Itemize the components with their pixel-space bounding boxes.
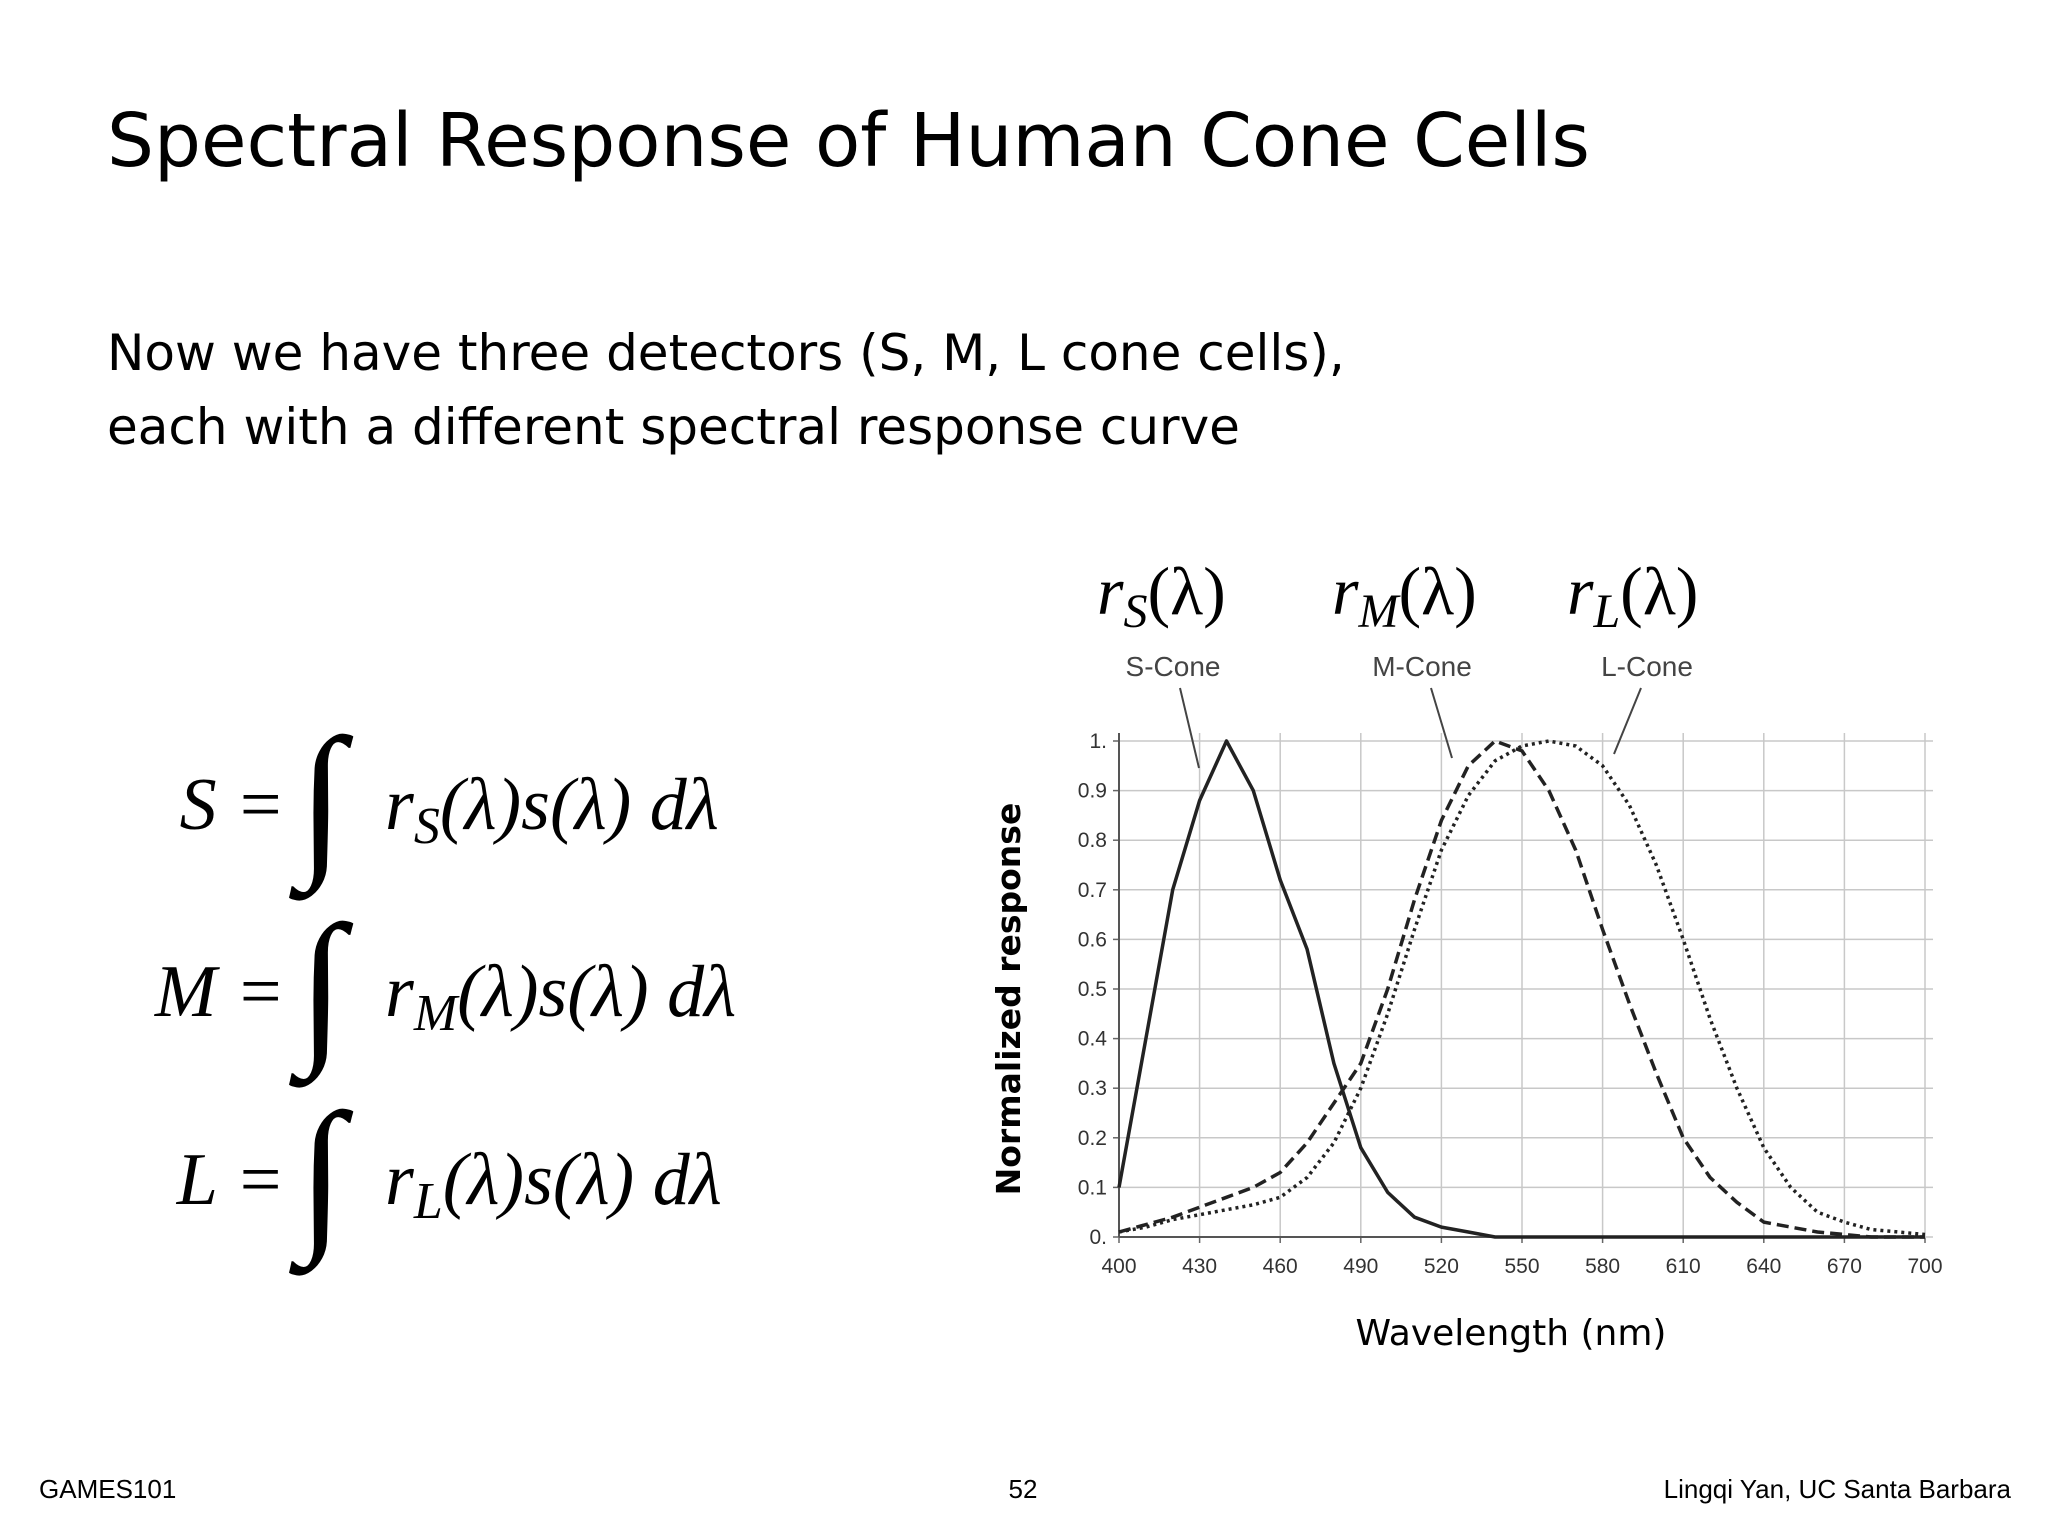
x-tick-label: 580: [1585, 1255, 1620, 1278]
x-tick-label: 400: [1101, 1255, 1136, 1278]
integral-sign: ∫: [288, 704, 354, 901]
x-tick-label: 700: [1907, 1255, 1942, 1278]
y-tick-label: 0.: [1089, 1226, 1107, 1249]
subscript: L: [413, 1173, 443, 1230]
equation-lhs: S =: [180, 764, 285, 846]
y-axis-label: Normalized response: [989, 803, 1028, 1196]
x-tick-label: 550: [1504, 1255, 1539, 1278]
integral-sign: ∫: [288, 891, 354, 1088]
response-label: rS(λ): [1097, 553, 1226, 638]
body-line: Now we have three detectors (S, M, L con…: [107, 324, 1345, 382]
y-tick-label: 0.8: [1078, 829, 1107, 852]
y-tick-label: 1.: [1089, 730, 1107, 753]
subscript: S: [414, 798, 440, 855]
x-tick-label: 430: [1182, 1255, 1217, 1278]
x-axis-label: Wavelength (nm): [1356, 1313, 1667, 1354]
leader-line: [1613, 687, 1642, 755]
symbol: r: [1332, 553, 1359, 629]
symbol: r: [385, 951, 415, 1033]
series-label: M-Cone: [1372, 651, 1472, 682]
symbol: (λ): [1620, 553, 1698, 629]
slide-title: Spectral Response of Human Cone Cells: [107, 98, 1590, 184]
x-tick-label: 520: [1424, 1255, 1459, 1278]
y-tick-label: 0.4: [1078, 1028, 1108, 1051]
body-line: each with a different spectral response …: [107, 398, 1240, 456]
series-line: [1117, 739, 1925, 1239]
symbol: r: [1567, 553, 1594, 629]
equation-rhs: rL(λ)s(λ) dλ: [385, 1139, 722, 1230]
series-label: S-Cone: [1126, 651, 1221, 682]
footer-right: Lingqi Yan, UC Santa Barbara: [1664, 1474, 2012, 1504]
leader-line: [1430, 687, 1453, 759]
symbol: (λ)s(λ) dλ: [443, 1139, 722, 1221]
symbol: r: [385, 764, 415, 846]
subscript: M: [1357, 585, 1401, 638]
page-number: 52: [1009, 1474, 1038, 1504]
series-line: [1118, 739, 1926, 1237]
x-tick-label: 670: [1827, 1255, 1862, 1278]
equation-rhs: rM(λ)s(λ) dλ: [385, 951, 736, 1042]
symbol: (λ): [1147, 553, 1225, 629]
response-label: rL(λ): [1567, 553, 1698, 638]
symbol: (λ): [1398, 553, 1476, 629]
symbol: (λ)s(λ) dλ: [457, 951, 736, 1033]
equation-lhs: L =: [176, 1139, 285, 1221]
y-tick-label: 0.9: [1078, 780, 1107, 803]
y-tick-label: 0.7: [1078, 879, 1107, 902]
subscript: M: [413, 985, 460, 1042]
response-label: rM(λ): [1332, 553, 1477, 638]
x-tick-label: 490: [1343, 1255, 1378, 1278]
x-tick-label: 610: [1666, 1255, 1701, 1278]
subscript: S: [1123, 585, 1147, 638]
leader-line: [1179, 687, 1200, 769]
y-tick-label: 0.2: [1078, 1127, 1107, 1150]
integral-sign: ∫: [288, 1079, 354, 1276]
y-tick-label: 0.3: [1078, 1077, 1107, 1100]
equation-rhs: rS(λ)s(λ) dλ: [385, 764, 719, 855]
series-label: L-Cone: [1601, 651, 1693, 682]
symbol: r: [1097, 553, 1124, 629]
y-tick-label: 0.6: [1078, 928, 1107, 951]
y-tick-label: 0.5: [1078, 978, 1107, 1001]
symbol: r: [385, 1139, 415, 1221]
symbol: (λ)s(λ) dλ: [440, 764, 719, 846]
x-tick-label: 460: [1263, 1255, 1298, 1278]
subscript: L: [1592, 585, 1620, 638]
footer-left: GAMES101: [39, 1474, 176, 1504]
equation-lhs: M =: [154, 951, 285, 1033]
y-tick-label: 0.1: [1078, 1176, 1107, 1199]
x-tick-label: 640: [1746, 1255, 1781, 1278]
series-line: [1118, 739, 1925, 1239]
